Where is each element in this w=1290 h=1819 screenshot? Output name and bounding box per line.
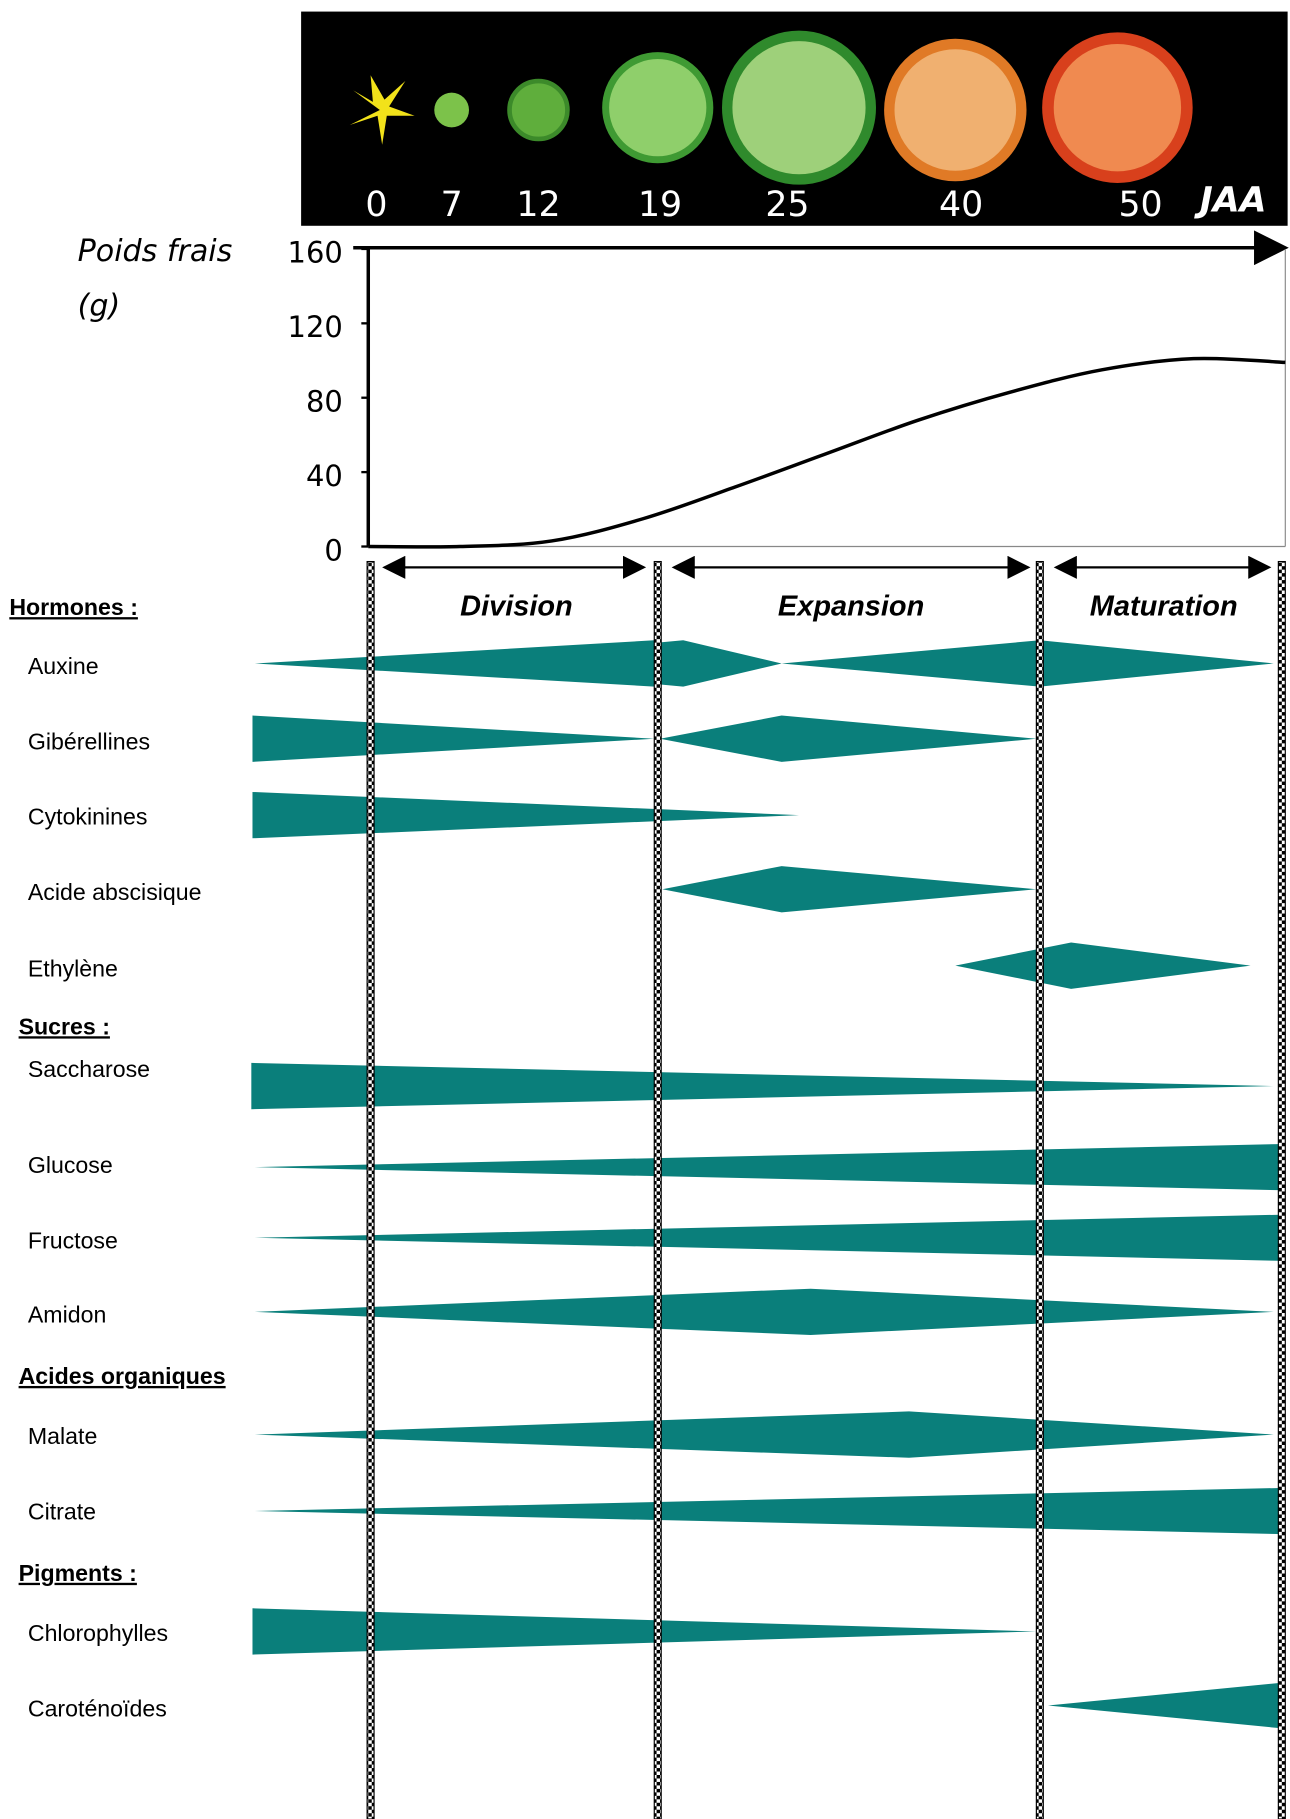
group-title: Pigments :: [19, 1560, 137, 1586]
profile-shape: [251, 1062, 1274, 1110]
fruit: [884, 38, 1027, 182]
day-label: 0: [365, 185, 387, 225]
item-label: Glucose: [28, 1152, 113, 1178]
item-label: Chlorophylles: [28, 1620, 168, 1646]
item-label: Fructose: [28, 1227, 118, 1253]
fruit: [434, 92, 470, 128]
fruit: [721, 30, 876, 185]
flower: [349, 75, 415, 145]
item-label: Auxine: [28, 653, 99, 679]
group-title: Hormones :: [9, 594, 138, 620]
day-label: 25: [765, 185, 809, 225]
item-label: Ethylène: [28, 955, 118, 981]
profile-shape: [1047, 1682, 1286, 1729]
fruit: [1042, 32, 1193, 183]
profile-shape: [955, 942, 1251, 989]
profile-shape: [254, 1143, 1286, 1191]
y-tick-label: 160: [288, 236, 343, 270]
phase-boundaries: [366, 560, 1286, 1819]
weight-curve: [368, 356, 1286, 549]
day-label: 40: [939, 185, 983, 225]
item-label: Caroténoïdes: [28, 1695, 167, 1721]
profile-shape: [254, 1288, 1274, 1336]
y-tick-label: 80: [306, 385, 343, 419]
profile-shape: [660, 715, 1037, 762]
boundary-bar: [1035, 560, 1044, 1819]
profile-shape: [657, 640, 782, 687]
profile-shape: [254, 1214, 1286, 1261]
day-label: 12: [516, 185, 560, 225]
group-title: Acides organiques: [19, 1363, 226, 1389]
day-label: 7: [441, 185, 463, 225]
profile-shape: [254, 1411, 1274, 1458]
day-label: 50: [1118, 185, 1162, 225]
item-label: Saccharose: [28, 1056, 150, 1082]
item-label: Malate: [28, 1423, 97, 1449]
boundary-bar: [1277, 560, 1286, 1819]
profile-shape: [781, 640, 1040, 687]
day-label: 19: [638, 185, 682, 225]
profile-shape: [252, 1608, 1037, 1655]
profiles: [251, 640, 1286, 1729]
boundary-bar: [653, 560, 662, 1819]
phase-label: Maturation: [1090, 591, 1238, 623]
phase-label: Division: [460, 591, 573, 623]
item-label: Cytokinines: [28, 804, 148, 830]
fruit: [602, 52, 714, 164]
profile-shape: [1039, 640, 1274, 687]
phase-label: Expansion: [778, 591, 924, 623]
y-tick-label: 0: [324, 533, 342, 567]
profile-shape: [254, 640, 655, 687]
boundary-bar: [366, 560, 375, 1819]
profile-shape: [252, 715, 655, 762]
item-label: Acide abscisique: [28, 879, 202, 905]
y-axis-label: Poids frais: [78, 234, 233, 269]
y-tick-label: 120: [288, 310, 343, 344]
item-label: Citrate: [28, 1498, 96, 1524]
item-label: Gibérellines: [28, 728, 150, 754]
group-title: Sucres :: [19, 1013, 110, 1039]
photo-strip: [301, 11, 1288, 226]
unit-label: JAA: [1194, 180, 1267, 220]
item-label: Amidon: [28, 1302, 106, 1328]
profile-shape: [662, 866, 1037, 913]
profile-shape: [252, 791, 799, 839]
y-tick-label: 40: [306, 459, 343, 493]
profile-shape: [254, 1487, 1286, 1535]
y-axis-label: (g): [78, 288, 121, 323]
fruit: [507, 78, 570, 142]
